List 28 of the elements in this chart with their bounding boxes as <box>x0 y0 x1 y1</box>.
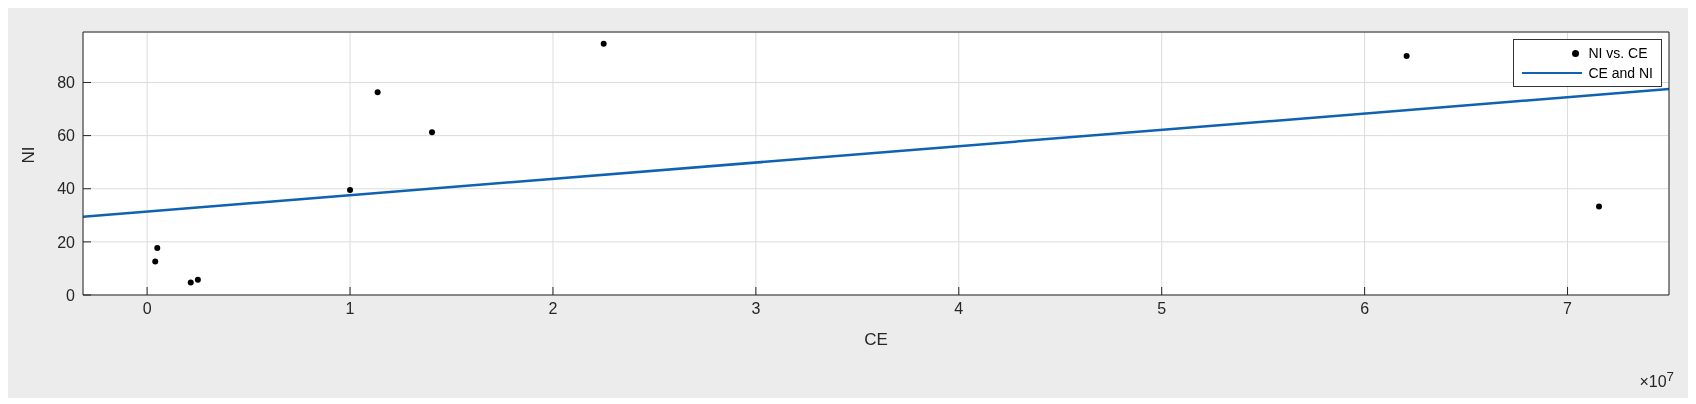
point <box>429 129 436 136</box>
x-tick-label: 5 <box>1157 300 1167 318</box>
x-tick-label: 7 <box>1563 300 1573 318</box>
point <box>347 187 354 194</box>
point <box>187 279 194 286</box>
x-tick-label: 6 <box>1360 300 1370 318</box>
point <box>152 258 159 265</box>
legend-label: CE and NI <box>1588 65 1653 81</box>
y-axis-title: NI <box>19 146 39 164</box>
x-axis-title: CE <box>864 330 888 349</box>
point <box>194 276 201 283</box>
x-tick-label: 2 <box>548 300 558 318</box>
y-tick-label: 0 <box>66 286 76 304</box>
point <box>1595 203 1602 210</box>
point <box>1403 52 1410 59</box>
y-tick-label: 80 <box>57 74 76 92</box>
x-tick-label: 4 <box>954 300 964 318</box>
text: ×10$^{7}$ <box>1639 369 1674 392</box>
y-tick-label: 60 <box>57 127 76 145</box>
point <box>154 244 161 251</box>
x-tick-label: 0 <box>142 300 152 318</box>
point <box>600 40 607 47</box>
legend-label: NI vs. CE <box>1588 45 1648 61</box>
x-tick-label: 1 <box>345 300 355 318</box>
y-tick-label: 20 <box>57 233 76 251</box>
point <box>374 89 381 96</box>
y-tick-label: 40 <box>57 180 76 198</box>
x-tick-label: 3 <box>751 300 761 318</box>
